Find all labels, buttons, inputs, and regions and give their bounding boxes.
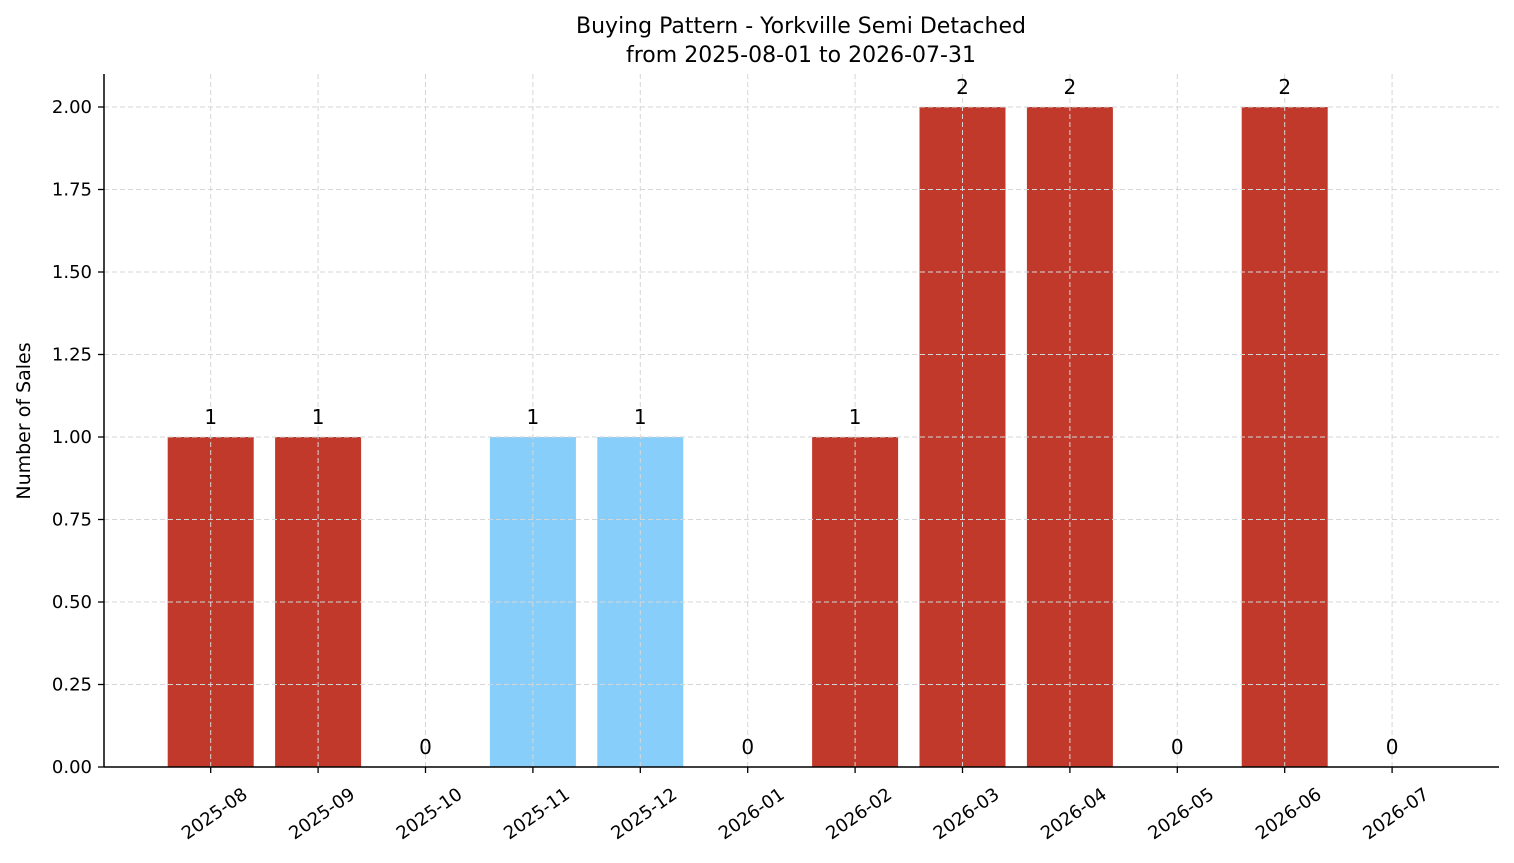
y-tick-label: 1.25 [52,345,92,366]
x-tick-label: 2026-03 [930,784,1004,844]
value-label: 1 [204,405,217,429]
axes [98,74,1499,773]
x-tick-label: 2025-10 [393,784,467,844]
y-tick-label: 0.75 [52,510,92,531]
x-tick-label: 2025-09 [285,784,359,844]
y-tick-label: 1.50 [52,262,92,283]
value-label: 0 [1171,735,1184,759]
x-tick-label: 2025-11 [500,784,574,844]
value-label: 1 [312,405,325,429]
value-label: 2 [956,75,969,99]
value-label: 0 [419,735,432,759]
value-label: 1 [634,405,647,429]
value-label: 2 [1064,75,1077,99]
x-tick-label: 2026-01 [715,784,789,844]
chart-title: Buying Pattern - Yorkville Semi Detached [576,14,1026,39]
y-axis-label: Number of Sales [13,342,35,499]
x-tick-label: 2026-06 [1252,784,1326,844]
y-tick-label: 1.75 [52,180,92,201]
x-tick-label: 2025-08 [178,784,252,844]
y-tick-label: 0.50 [52,592,92,613]
y-tick-label: 0.25 [52,675,92,696]
x-tick-label: 2025-12 [608,784,682,844]
value-label: 0 [1386,735,1399,759]
y-tick-label: 0.00 [52,757,92,778]
y-tick-label: 1.00 [52,427,92,448]
x-tick-label: 2026-04 [1037,784,1111,844]
labels: 0.00 0.25 0.50 0.75 1.00 1.25 1.50 1.75 2.00 2025… [52,75,1433,844]
x-tick-label: 2026-02 [822,784,896,844]
value-label: 1 [849,405,862,429]
value-label: 2 [1278,75,1291,99]
chart-subtitle: from 2025-08-01 to 2026-07-31 [626,43,976,68]
value-label: 0 [741,735,754,759]
x-tick-label: 2026-05 [1145,784,1219,844]
value-label: 1 [527,405,540,429]
y-tick-label: 2.00 [52,97,92,118]
x-tick-label: 2026-07 [1359,784,1433,844]
